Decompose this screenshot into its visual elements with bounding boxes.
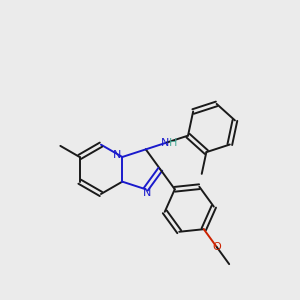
Text: N: N <box>143 188 152 198</box>
Text: N: N <box>113 151 121 160</box>
Text: O: O <box>212 242 221 252</box>
Text: N: N <box>161 137 170 148</box>
Text: H: H <box>169 137 178 148</box>
